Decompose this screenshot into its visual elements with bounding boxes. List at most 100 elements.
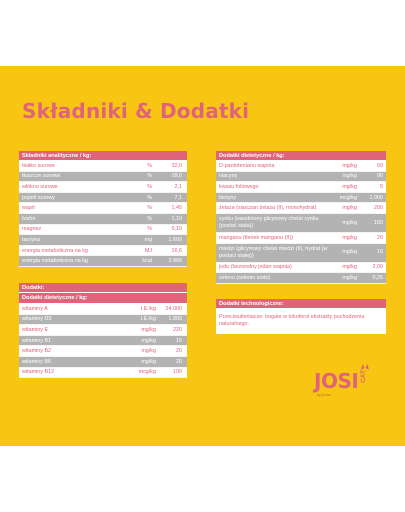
row-name: tauryna (22, 236, 40, 243)
row-unit: % (147, 173, 152, 180)
row-value: 20 (377, 234, 383, 241)
row-unit: mg/kg (342, 183, 357, 190)
table-row: jodu (bezwodny jodan wapnia) mg/kg 2,00 (216, 263, 386, 274)
table-row: witaminy D3 I.E./kg 1.800 (19, 314, 187, 326)
row-unit: mcg/kg (339, 194, 357, 201)
row-value: 18,0 (171, 173, 183, 180)
row-name: żelaza (siarczan żelaza (II), monohydrat… (219, 205, 317, 212)
technological-table: Dodatki technologiczne: Przeciwutleniacz… (216, 299, 386, 334)
table-row: manganu (tlenek manganu (II)) mg/kg 20 (216, 233, 386, 244)
row-name: D-pantotenianu wapnia (219, 162, 275, 169)
row-value: 50 (377, 162, 383, 169)
technological-header: Dodatki technologiczne: (216, 299, 386, 309)
row-value: 1.600 (168, 236, 183, 243)
row-unit: kcal (142, 258, 152, 265)
table-row: włókno surowe% 2,1 (19, 182, 187, 193)
row-name: magnez (22, 226, 42, 233)
table-row: niacyny mg/kg 90 (216, 171, 386, 183)
row-unit: mg/kg (141, 337, 156, 344)
row-value: 20 (176, 348, 182, 355)
table-row: kwasu foliowego mg/kg 5 (216, 182, 386, 193)
row-name: włókno surowe (22, 183, 58, 190)
analytic-header: Składniki analityczne / kg: (19, 151, 187, 161)
row-unit: % (147, 194, 152, 201)
additives-table: Dodatki: Dodatki dietetyczne / kg: witam… (19, 283, 187, 379)
row-value: 3.966 (168, 258, 183, 265)
table-row: biotyny mcg/kg 1.000 (216, 192, 386, 204)
logo-brand: JOSI (314, 369, 359, 393)
row-name: fosfor (22, 215, 36, 222)
row-name: manganu (tlenek manganu (II)) (219, 234, 294, 241)
dietetic-rows: D-pantotenianu wapnia mg/kg 50 niacyny mg/kg… (216, 161, 386, 284)
row-value: 15 (176, 337, 182, 344)
table-row: witaminy B2 mg/kg 20 (19, 346, 187, 357)
row-value: 2,00 (372, 264, 384, 271)
row-unit: % (147, 162, 152, 169)
row-name: energia metaboliczna na kg (22, 258, 88, 265)
row-name: jodu (bezwodny jodan wapnia) (219, 264, 292, 271)
row-name: energia metaboliczna na kg (22, 247, 88, 254)
table-row: witaminy B12 mcg/kg 100 (19, 368, 187, 379)
row-value: 16 (377, 249, 383, 256)
row-name: witaminy A (22, 305, 48, 312)
row-value: 7,1 (174, 194, 183, 201)
row-name: wapń (22, 205, 35, 212)
row-value: 32,0 (171, 162, 183, 169)
row-unit: mg/kg (342, 274, 357, 281)
row-name: selenu (selenin sodu) (219, 274, 271, 281)
table-row: tłuszcze surowe% 18,0 (19, 171, 187, 183)
row-value: 0,10 (171, 226, 183, 233)
table-row: białko surowe% 32,0 (19, 161, 187, 172)
row-value: 24.000 (165, 305, 183, 312)
row-value: 100 (173, 369, 182, 376)
row-name: popiół surowy (22, 194, 55, 201)
row-unit: mg/kg (342, 234, 357, 241)
logo-byline: by josera (317, 393, 331, 397)
row-value: 150 (374, 219, 383, 226)
row-unit: mg/kg (342, 205, 357, 212)
row-value: 5 (380, 183, 383, 190)
row-value: 0,25 (372, 274, 384, 281)
table-row: witaminy B6 mg/kg 20 (19, 356, 187, 368)
additives-rows: witaminy A I.E./kg 24.000 witaminy D3 I.E./k… (19, 304, 187, 379)
row-name: witaminy E (22, 326, 49, 333)
analytic-table: Składniki analityczne / kg: białko surow… (19, 151, 187, 267)
row-unit: mg/kg (342, 219, 357, 226)
row-unit: I.E./kg (140, 316, 156, 323)
table-row: selenu (selenin sodu) mg/kg 0,25 (216, 273, 386, 284)
technological-note: Przeciwutleniacze: bogate w tokoferol ek… (219, 314, 365, 327)
row-value: 20 (176, 358, 182, 365)
table-row: D-pantotenianu wapnia mg/kg 50 (216, 161, 386, 172)
row-value: 220 (173, 326, 182, 333)
additives-header: Dodatki: (19, 283, 187, 293)
row-unit: I.E./kg (140, 305, 156, 312)
row-unit: mg/kg (141, 358, 156, 365)
table-row: tauryna mg 1.600 (19, 235, 187, 246)
table-row: miedzi (glicynowy chelat miedzi (II), hy… (216, 243, 386, 263)
row-value: 1.000 (369, 194, 384, 201)
row-unit: % (147, 183, 152, 190)
dietetic-table: Dodatki dietetyczne / kg: D-pantotenianu… (216, 151, 386, 284)
row-name: cynku (uwodniony glicynowy chelat cynku … (219, 216, 319, 229)
table-row: wapń% 1,45 (19, 203, 187, 214)
additives-subheader: Dodatki dietetyczne / kg: (19, 293, 187, 304)
table-row: energia metaboliczna na kg MJ 16,6 (19, 246, 187, 257)
table-row: witaminy B1 mg/kg 15 (19, 335, 187, 347)
row-name: miedzi (glicynowy chelat miedzi (II), hy… (219, 246, 328, 259)
row-name: witaminy D3 (22, 316, 52, 323)
row-unit: % (147, 215, 152, 222)
page-title: Składniki & Dodatki (22, 99, 250, 123)
row-name: witaminy B12 (22, 369, 55, 376)
row-unit: mg/kg (342, 162, 357, 169)
row-name: witaminy B6 (22, 358, 52, 365)
row-unit: mcg/kg (138, 369, 156, 376)
table-row: magnez% 0,10 (19, 225, 187, 236)
row-unit: MJ (144, 247, 152, 254)
row-value: 90 (377, 173, 383, 180)
row-name: niacyny (219, 173, 238, 180)
row-unit: mg/kg (342, 249, 357, 256)
dietetic-header: Dodatki dietetyczne / kg: (216, 151, 386, 161)
analytic-rows: białko surowe% 32,0 tłuszcze surowe% 18,0 wł… (19, 161, 187, 267)
table-row: fosfor% 1,10 (19, 213, 187, 225)
